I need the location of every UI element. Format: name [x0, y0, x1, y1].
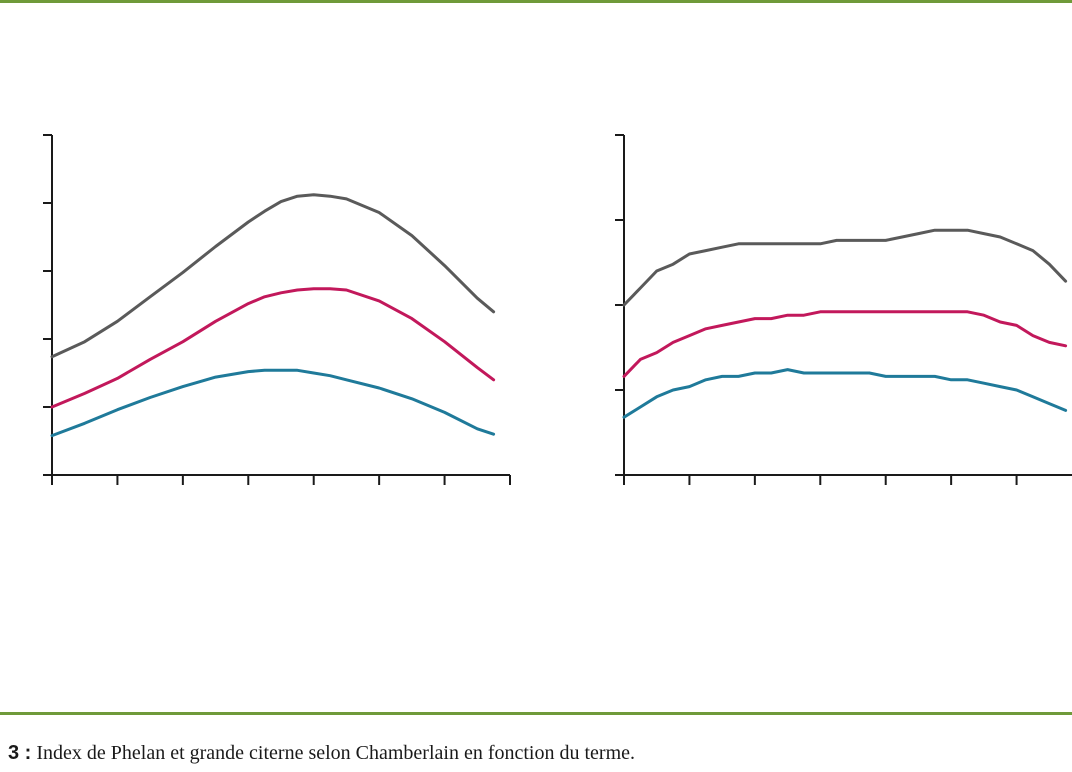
chart-amniotic-index — [43, 134, 511, 485]
charts-svg — [43, 134, 1072, 485]
series-line — [50, 287, 496, 409]
series-line — [622, 228, 1068, 307]
caption-text: Index de Phelan et grande citerne selon … — [31, 742, 636, 764]
top-rule — [0, 0, 1072, 3]
bottom-rule — [0, 712, 1072, 715]
series-line — [50, 193, 496, 359]
figure-area — [43, 134, 1072, 485]
series-line — [50, 368, 496, 438]
series-line — [622, 310, 1068, 378]
caption-number: 3 : — [8, 742, 32, 764]
figure-caption: 3 : Index de Phelan et grande citerne se… — [8, 742, 635, 765]
chart-deepest-vertical-pocket — [615, 134, 1072, 485]
series-line — [622, 368, 1068, 419]
